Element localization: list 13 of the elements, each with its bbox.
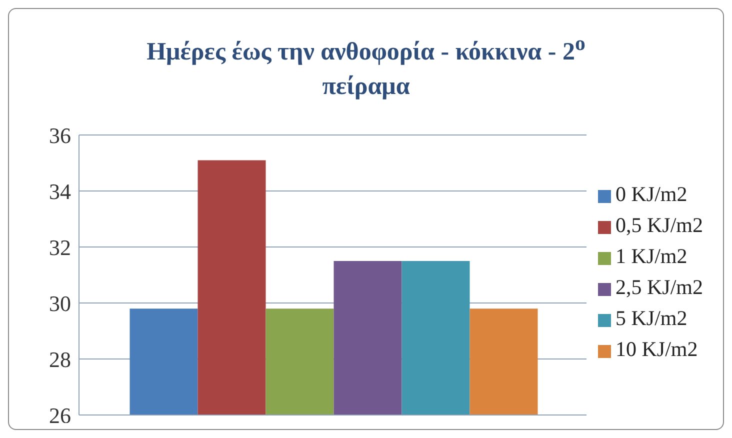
y-tick-label: 30 — [49, 290, 71, 316]
legend-label: 0,5 KJ/m2 — [615, 213, 703, 237]
y-tick-label: 26 — [49, 402, 71, 428]
y-tick-label: 36 — [49, 122, 71, 148]
legend-label: 0 KJ/m2 — [615, 182, 688, 206]
legend-label: 5 KJ/m2 — [615, 306, 688, 330]
chart-title: Ημέρες έως την ανθοφορία - κόκκινα - 2$^{ο}$ πείραμα — [146, 31, 586, 100]
y-tick-label: 32 — [49, 234, 71, 260]
legend-label: 2,5 KJ/m2 — [615, 275, 703, 299]
legend-label: 10 KJ/m2 — [615, 337, 698, 361]
y-tick-label: 34 — [49, 178, 71, 204]
y-tick-label: 28 — [49, 346, 71, 372]
legend-label: 1 KJ/m2 — [615, 244, 688, 268]
